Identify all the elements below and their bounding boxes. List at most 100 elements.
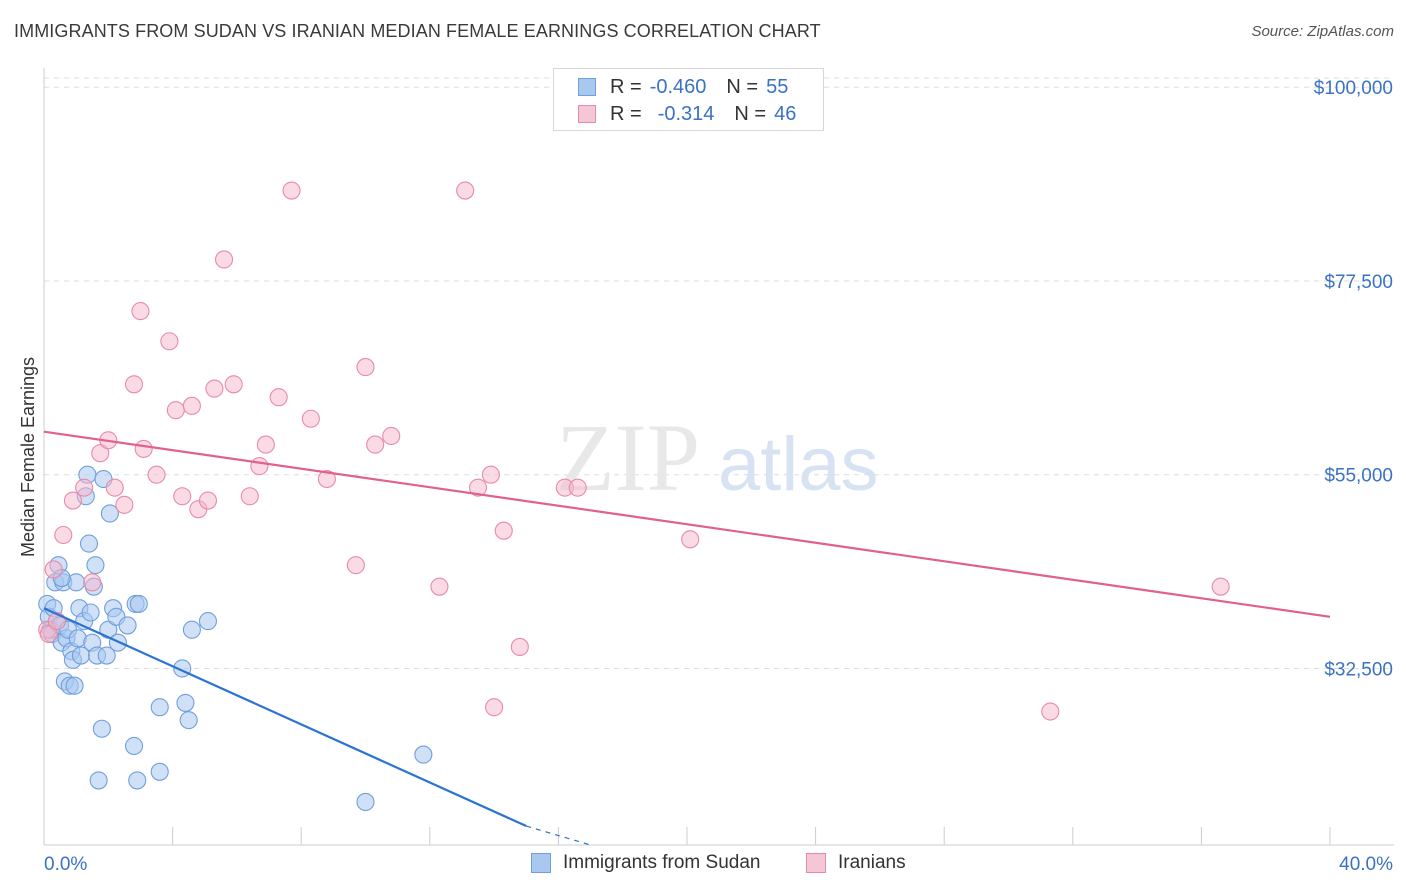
data-point-iranians: [105, 478, 124, 497]
data-point-sudan: [150, 762, 169, 781]
data-point-iranians: [481, 465, 500, 484]
y-axis-label: Median Female Earnings: [18, 357, 38, 557]
legend-n-label: N =: [734, 102, 767, 125]
data-point-iranians: [160, 332, 179, 351]
data-point-sudan: [81, 603, 100, 622]
tick-labels: $32,500 $55,000 $77,500 $100,000 0.0% 40.0%: [44, 78, 1393, 875]
data-point-iranians: [44, 560, 63, 579]
data-point-iranians: [134, 439, 153, 458]
legend-item-iranians: Iranians: [806, 852, 906, 874]
data-point-iranians: [317, 469, 336, 489]
data-point-iranians: [240, 487, 259, 506]
data-point-iranians: [1211, 577, 1230, 596]
data-point-iranians: [205, 379, 224, 398]
legend-n-label: N =: [726, 75, 759, 98]
data-point-iranians: [485, 698, 504, 717]
data-point-sudan: [89, 771, 108, 790]
data-point-iranians: [147, 465, 166, 484]
data-point-sudan: [86, 556, 105, 575]
data-point-iranians: [63, 491, 82, 510]
grid-lines: [44, 77, 1394, 669]
data-point-sudan: [414, 745, 433, 764]
trend-line-sudan: [43, 607, 527, 828]
y-tick-label: $55,000: [1324, 466, 1393, 487]
y-tick-label: $100,000: [1314, 78, 1393, 99]
legend-item-sudan: Immigrants from Sudan: [531, 852, 760, 874]
legend-row-iranians: R = -0.314 N = 46: [578, 102, 796, 126]
data-point-sudan: [97, 646, 116, 665]
x-tick-label: 40.0%: [1339, 854, 1393, 875]
data-point-iranians: [39, 624, 58, 644]
data-point-iranians: [1041, 702, 1060, 721]
data-point-sudan: [92, 719, 111, 738]
data-point-iranians: [198, 491, 218, 510]
data-point-iranians: [214, 250, 234, 269]
trend-line-iranians: [43, 430, 1331, 618]
source-credit: Source: ZipAtlas.com: [1251, 23, 1394, 40]
axes: [43, 68, 1394, 846]
data-point-iranians: [250, 457, 269, 476]
data-point-sudan: [118, 616, 137, 635]
series-legend: Immigrants from Sudan Iranians: [0, 852, 1406, 878]
data-point-iranians: [83, 573, 102, 592]
y-tick-label: $32,500: [1324, 659, 1393, 680]
data-point-iranians: [54, 525, 73, 545]
data-point-iranians: [173, 487, 192, 506]
legend-row-sudan: R = -0.460 N = 55: [578, 75, 788, 99]
data-point-iranians: [568, 478, 587, 497]
data-point-iranians: [75, 478, 94, 497]
data-point-sudan: [198, 612, 218, 631]
data-point-sudan: [150, 698, 169, 717]
data-point-sudan: [124, 736, 144, 756]
stats-legend: R = -0.460 N = 55 R = -0.314 N = 46: [553, 68, 824, 131]
legend-n-value: 55: [766, 75, 789, 98]
data-point-iranians: [269, 388, 288, 407]
legend-label-iranians: Iranians: [838, 852, 906, 873]
data-point-iranians: [182, 396, 201, 415]
y-tick-label: $77,500: [1324, 272, 1393, 293]
data-point-iranians: [282, 181, 301, 200]
data-point-iranians: [124, 375, 144, 394]
legend-r-value: -0.460: [649, 75, 707, 98]
data-point-iranians: [301, 409, 320, 428]
data-point-iranians: [494, 521, 513, 540]
watermark-atlas: atlas: [718, 422, 879, 507]
data-point-iranians: [468, 478, 488, 497]
data-point-iranians: [456, 181, 475, 200]
data-point-iranians: [356, 358, 375, 377]
legend-swatch-iranians: [806, 853, 826, 873]
legend-swatch-sudan: [531, 853, 551, 873]
legend-n-value: 46: [774, 102, 797, 125]
data-point-iranians: [115, 495, 134, 514]
legend-r-label: R =: [610, 75, 642, 98]
data-point-iranians: [131, 302, 150, 321]
chart-title: IMMIGRANTS FROM SUDAN VS IRANIAN MEDIAN …: [14, 21, 821, 41]
data-point-sudan: [179, 711, 198, 730]
series-sudan-points: [38, 465, 433, 811]
data-point-sudan: [129, 594, 148, 613]
data-point-sudan: [176, 693, 195, 712]
data-point-iranians: [382, 426, 401, 446]
data-point-iranians: [510, 637, 529, 656]
data-point-sudan: [128, 771, 147, 790]
data-point-iranians: [91, 444, 110, 463]
legend-swatch-sudan: [578, 78, 596, 96]
data-point-iranians: [681, 530, 700, 549]
data-point-sudan: [100, 504, 119, 523]
data-point-sudan: [182, 620, 201, 639]
data-point-iranians: [366, 435, 385, 454]
watermark: ZIP atlas: [556, 404, 879, 511]
legend-swatch-iranians: [578, 105, 596, 123]
data-point-iranians: [224, 375, 243, 394]
data-point-iranians: [166, 401, 185, 420]
data-point-iranians: [256, 435, 275, 454]
trend-lines: [43, 430, 1331, 846]
trend-line-sudan-extension: [526, 825, 591, 846]
legend-label-sudan: Immigrants from Sudan: [563, 852, 761, 873]
data-point-sudan: [356, 792, 375, 811]
data-point-sudan: [79, 534, 99, 553]
data-point-iranians: [430, 577, 449, 596]
legend-r-value: -0.314: [657, 102, 715, 125]
x-tick-label: 0.0%: [44, 854, 87, 875]
